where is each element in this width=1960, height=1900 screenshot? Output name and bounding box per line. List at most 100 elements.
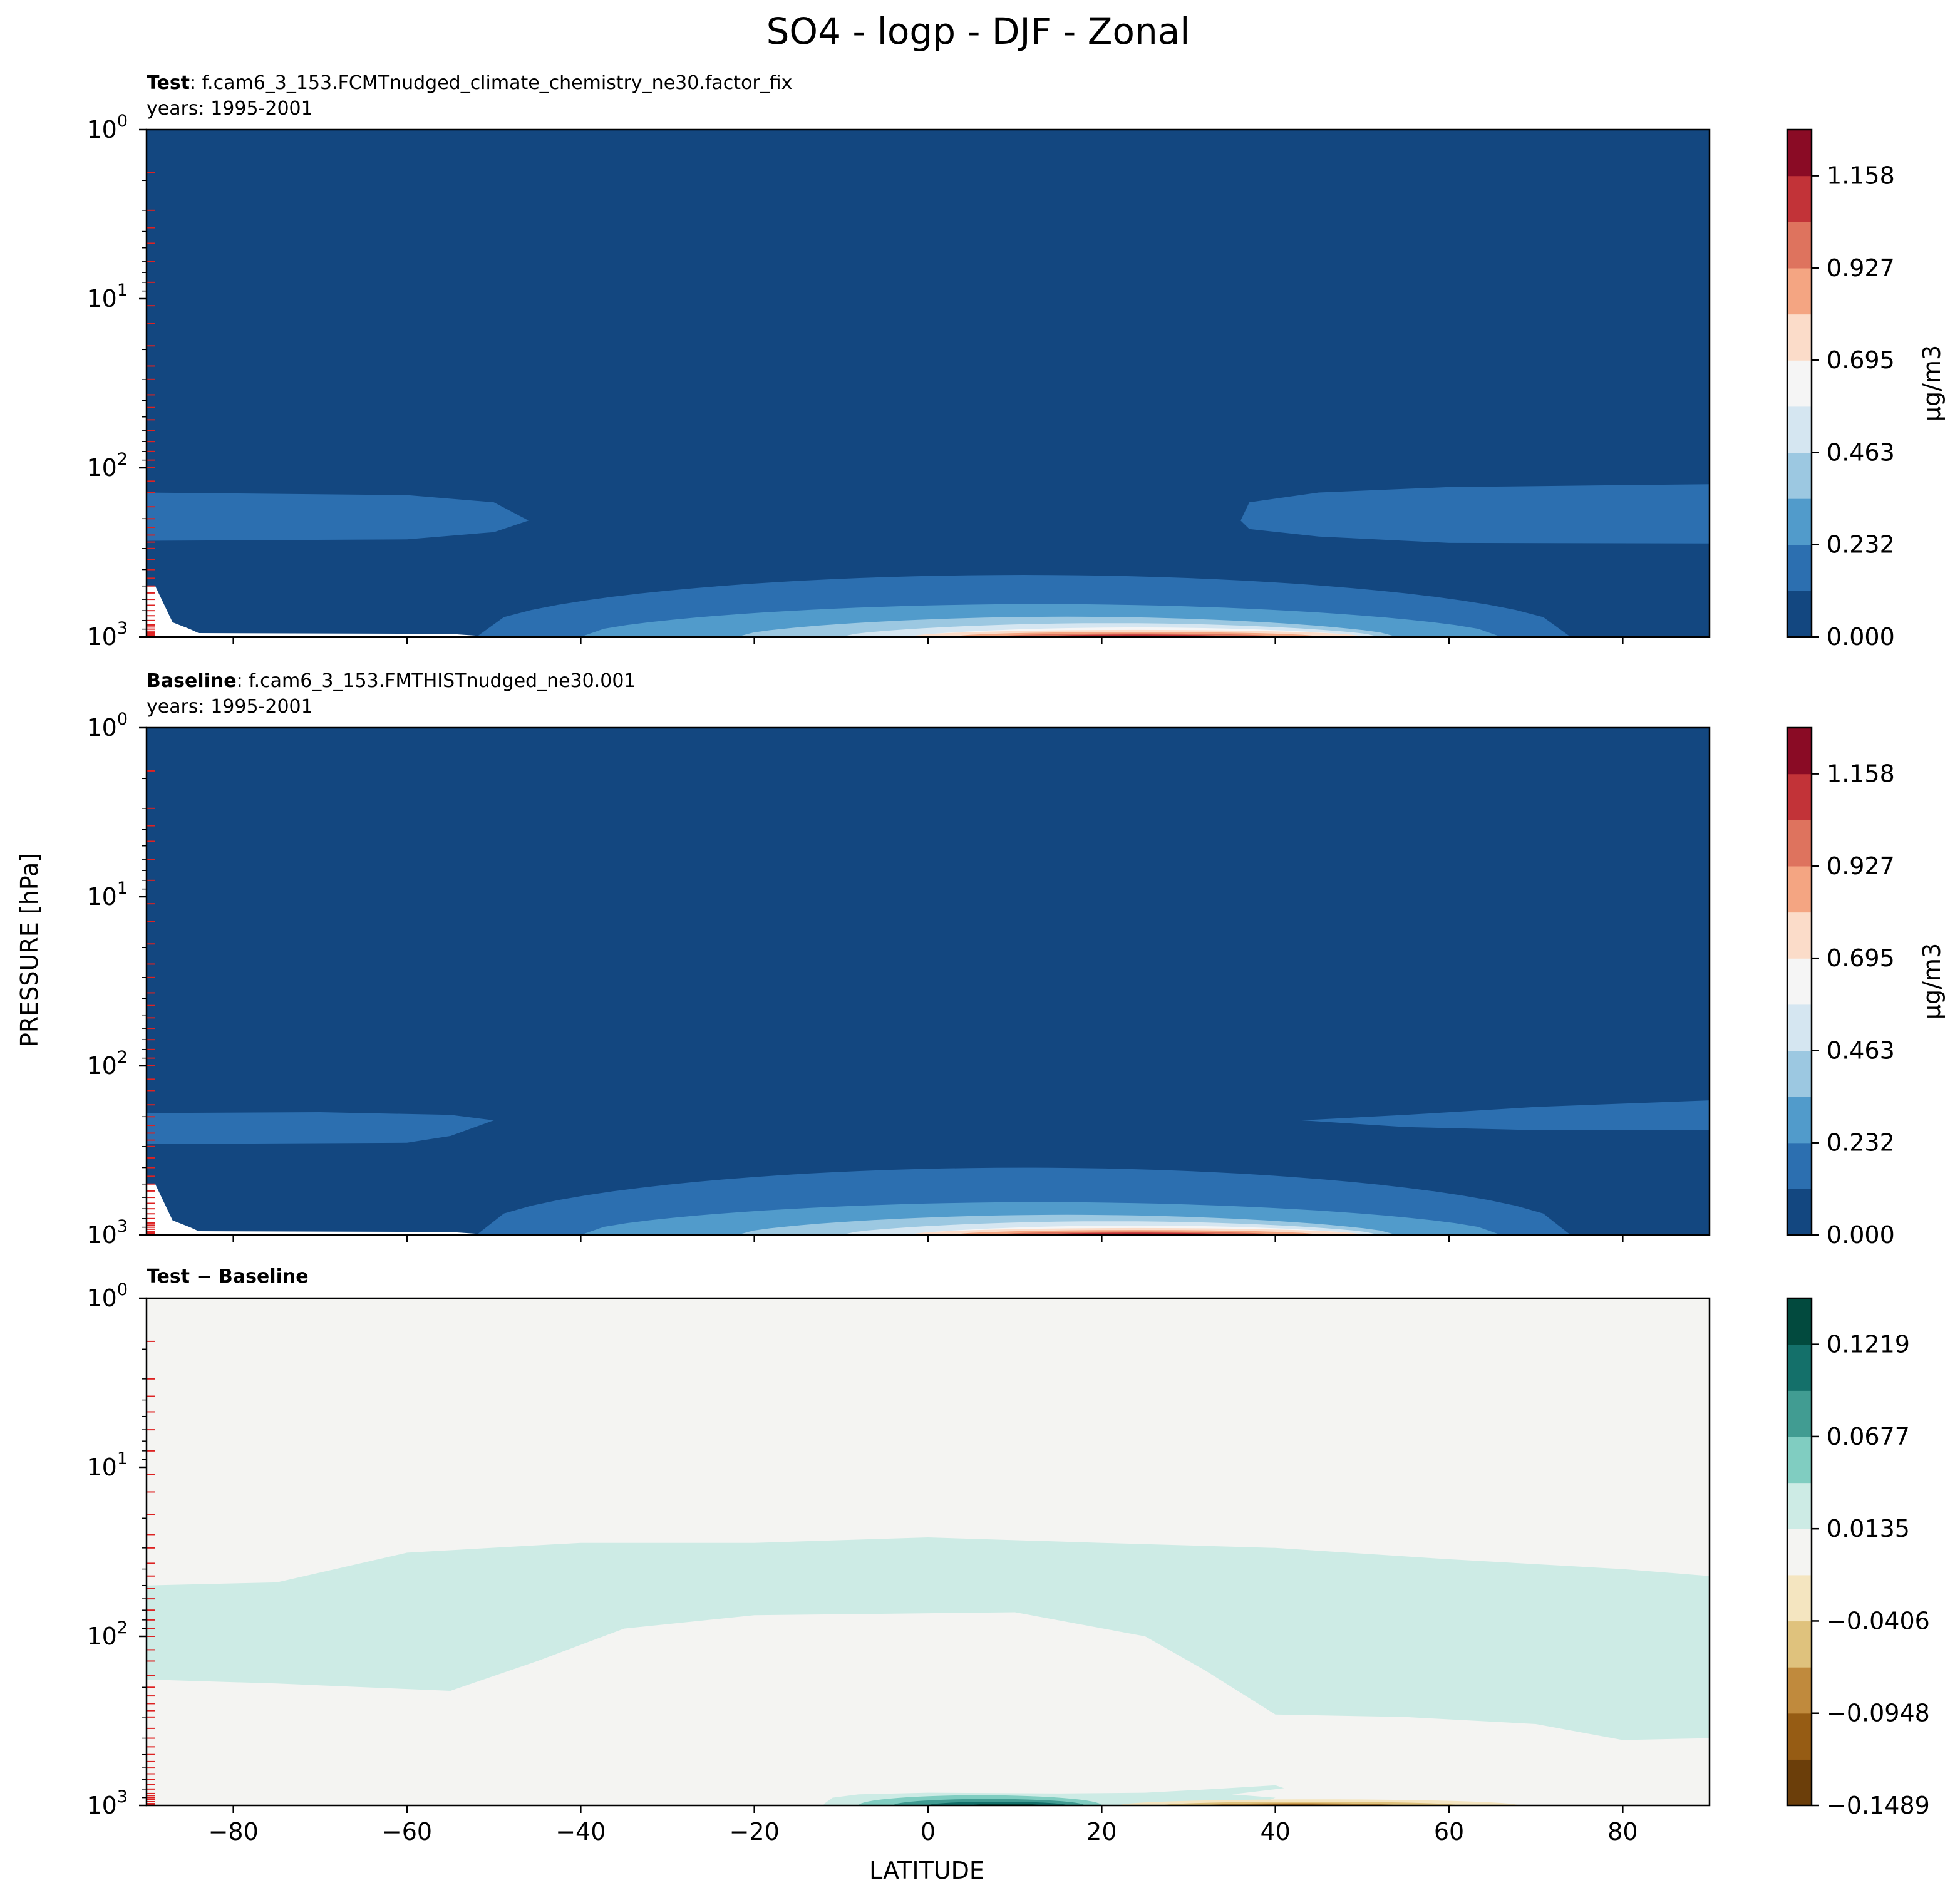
panel-label-case: : f.cam6_3_153.FMTHISTnudged_ne30.001	[237, 670, 636, 692]
colorbar-level	[1787, 406, 1812, 453]
colorbar-tick-label: 0.0135	[1827, 1515, 1910, 1542]
colorbar-level	[1787, 865, 1812, 913]
colorbar-level	[1787, 1713, 1812, 1760]
y-tick-label: 100	[86, 111, 128, 143]
colorbar-level	[1787, 544, 1812, 591]
y-tick-base: 10	[86, 1453, 116, 1481]
y-tick-exponent: 3	[117, 1217, 128, 1236]
x-tick-label: 20	[1086, 1818, 1117, 1846]
y-tick-label: 102	[86, 1048, 128, 1080]
colorbar-frame	[1786, 726, 1813, 1236]
x-axis-label: LATITUDE	[869, 1857, 984, 1884]
y-tick-exponent: 0	[117, 111, 128, 131]
y-tick-label: 103	[86, 1787, 128, 1819]
panel-baseline: Baseline: f.cam6_3_153.FMTHISTnudged_ne3…	[86, 670, 1946, 1249]
colorbar-level	[1787, 314, 1812, 361]
colorbar-tick-label: 0.1219	[1827, 1331, 1910, 1358]
missing-data-region	[147, 586, 494, 637]
colorbar-tick-label: 1.158	[1827, 760, 1895, 788]
colorbar-level	[1787, 728, 1812, 775]
x-tick-label: −20	[730, 1818, 780, 1846]
y-tick-base: 10	[86, 1284, 116, 1312]
colorbar-level	[1787, 1667, 1812, 1714]
contour-field	[147, 130, 1710, 637]
colorbar-level	[1787, 1050, 1812, 1097]
y-tick-label: 100	[86, 1280, 128, 1312]
colorbar: 0.1219 0.0677 0.0135 −0.0406 −0.0948 −0.1489	[1786, 1297, 1930, 1819]
y-tick-base: 10	[86, 1221, 116, 1249]
y-tick-label: 103	[86, 1217, 128, 1249]
y-tick-base: 10	[86, 285, 116, 312]
y-tick-base: 10	[86, 623, 116, 651]
colorbar-tick-label: 0.0677	[1827, 1423, 1910, 1450]
colorbar-unit: μg/m3	[1918, 943, 1946, 1020]
y-tick-base: 10	[86, 1792, 116, 1819]
y-tick-label: 102	[86, 1618, 128, 1650]
colorbar: 1.158 0.927 0.695 0.463 0.232 0.000 μg/m3	[1786, 128, 1946, 651]
colorbar-unit: μg/m3	[1918, 345, 1946, 421]
field-background	[147, 728, 1710, 1235]
upper-band-sh	[147, 492, 529, 541]
y-tick-exponent: 3	[117, 1787, 128, 1807]
y-tick-base: 10	[86, 1623, 116, 1650]
panel-label-bold: Baseline	[147, 670, 237, 692]
y-tick-exponent: 0	[117, 1280, 128, 1299]
upper-band-nh	[1301, 1100, 1710, 1130]
x-tick-label: 40	[1260, 1818, 1290, 1846]
colorbar-level	[1787, 1436, 1812, 1484]
x-tick-label: 60	[1434, 1818, 1464, 1846]
colorbar-tick-label: 0.000	[1827, 623, 1895, 651]
panel-label-bold: Test	[147, 72, 190, 94]
colorbar-level	[1787, 1621, 1812, 1668]
colorbar-tick-label: 0.695	[1827, 346, 1895, 374]
contour-field	[147, 728, 1710, 1235]
colorbar-level	[1787, 1097, 1812, 1144]
positive-band	[147, 1537, 1710, 1740]
y-tick-exponent: 2	[117, 1618, 128, 1638]
y-tick-base: 10	[86, 883, 116, 911]
colorbar-tick-label: 0.695	[1827, 944, 1895, 972]
y-tick-exponent: 2	[117, 1048, 128, 1067]
colorbar-tick-label: −0.1489	[1827, 1792, 1930, 1819]
colorbar-frame	[1786, 1297, 1813, 1807]
colorbar-tick-label: −0.0406	[1827, 1607, 1930, 1634]
panel-label: Test: f.cam6_3_153.FCMTnudged_climate_ch…	[147, 72, 792, 94]
colorbar-level	[1787, 912, 1812, 959]
panels: Test: f.cam6_3_153.FCMTnudged_climate_ch…	[86, 72, 1946, 1846]
y-tick-base: 10	[86, 116, 116, 143]
colorbar-level	[1787, 820, 1812, 867]
colorbar-level	[1787, 773, 1812, 820]
y-tick-exponent: 0	[117, 710, 128, 729]
figure-title: SO4 - logp - DJF - Zonal	[766, 10, 1190, 53]
x-tick-label: 80	[1607, 1818, 1638, 1846]
y-tick-label: 103	[86, 619, 128, 651]
colorbar-tick-label: 0.000	[1827, 1221, 1895, 1249]
x-tick-label: −40	[555, 1818, 606, 1846]
y-tick-label: 100	[86, 710, 128, 741]
panel-years: years: 1995-2001	[147, 696, 313, 718]
panel-label: Baseline: f.cam6_3_153.FMTHISTnudged_ne3…	[147, 670, 636, 692]
panel-label-case: : f.cam6_3_153.FCMTnudged_climate_chemis…	[190, 72, 792, 94]
colorbar-level	[1787, 175, 1812, 222]
panel-test: Test: f.cam6_3_153.FCMTnudged_climate_ch…	[86, 72, 1946, 651]
y-tick-label: 101	[86, 879, 128, 911]
colorbar-level	[1787, 1004, 1812, 1051]
colorbar-level	[1787, 267, 1812, 315]
contour-field	[147, 1298, 1710, 1805]
y-tick-base: 10	[86, 1052, 116, 1080]
colorbar-level	[1787, 958, 1812, 1005]
colorbar-tick-label: 0.927	[1827, 254, 1895, 282]
y-tick-exponent: 1	[117, 879, 128, 898]
y-tick-label: 102	[86, 450, 128, 482]
colorbar-tick-label: 0.232	[1827, 1129, 1895, 1157]
colorbar-tick-label: 0.232	[1827, 531, 1895, 559]
missing-data-region	[147, 1184, 494, 1235]
colorbar: 1.158 0.927 0.695 0.463 0.232 0.000 μg/m3	[1786, 726, 1946, 1249]
colorbar-level	[1787, 1189, 1812, 1236]
colorbar-level	[1787, 1574, 1812, 1622]
x-tick-label: −80	[209, 1818, 259, 1846]
colorbar-level	[1787, 222, 1812, 269]
y-axis-label: PRESSURE [hPa]	[16, 853, 43, 1047]
y-tick-exponent: 3	[117, 619, 128, 638]
